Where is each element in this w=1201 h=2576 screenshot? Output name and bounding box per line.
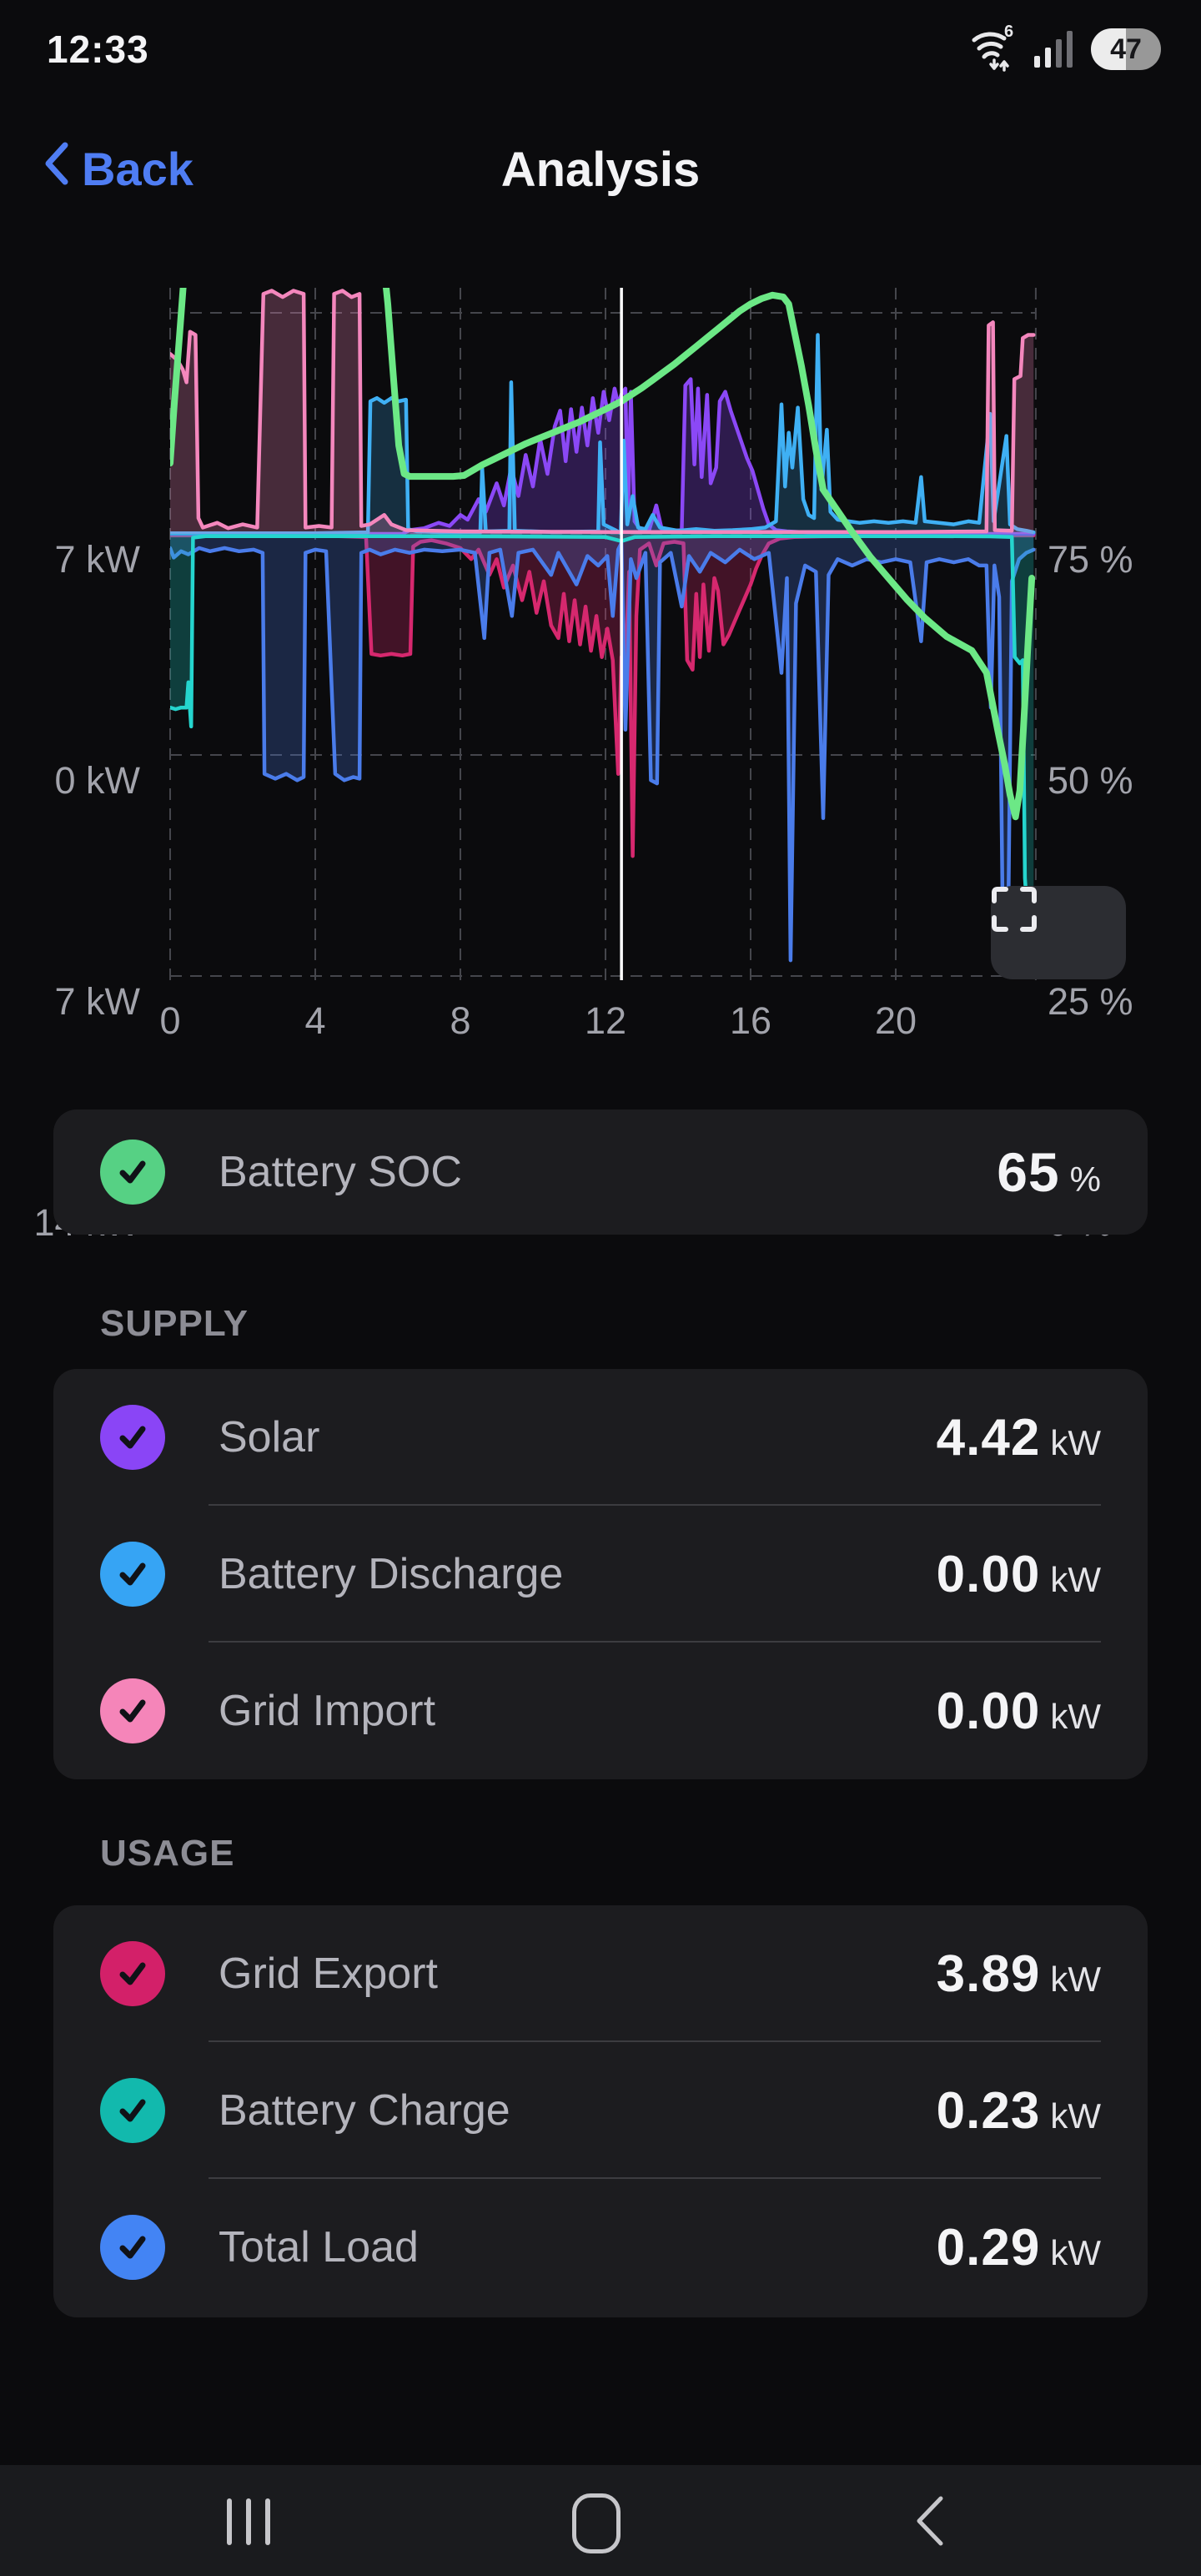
analysis-chart[interactable] — [0, 250, 1201, 1068]
row-value: 0.29 kW — [936, 2218, 1101, 2277]
check-circle-icon[interactable] — [100, 1941, 165, 2006]
x-tick: 12 — [584, 999, 627, 1042]
nav-back-button[interactable] — [911, 2495, 947, 2551]
divider — [209, 1641, 1101, 1643]
row-value: 3.89 kW — [936, 1945, 1101, 2003]
row-label: Grid Import — [219, 1687, 436, 1735]
back-button[interactable]: Back — [42, 140, 193, 198]
legend-row-battery-charge[interactable]: Battery Charge 0.23 kW — [53, 2042, 1148, 2179]
signal-strength-icon — [1031, 24, 1078, 75]
check-circle-icon[interactable] — [100, 1405, 165, 1470]
usage-card: Grid Export 3.89 kW Battery Charge 0.23 … — [53, 1905, 1148, 2317]
soc-card: Battery SOC 65 % — [53, 1109, 1148, 1235]
x-tick: 20 — [874, 999, 917, 1042]
legend-row-grid-import[interactable]: Grid Import 0.00 kW — [53, 1643, 1148, 1779]
row-value: 0.00 kW — [936, 1545, 1101, 1603]
row-label: Total Load — [219, 2223, 419, 2272]
row-label: Grid Export — [219, 1950, 438, 1998]
x-tick: 4 — [304, 999, 326, 1042]
divider — [209, 1504, 1101, 1506]
legend-row-battery-soc[interactable]: Battery SOC 65 % — [53, 1109, 1148, 1235]
status-clock: 12:33 — [47, 28, 149, 71]
check-circle-icon[interactable] — [100, 1542, 165, 1607]
row-value: 65 % — [997, 1141, 1101, 1203]
svg-text:6: 6 — [1004, 23, 1013, 41]
section-title-usage: USAGE — [100, 1833, 235, 1874]
back-label: Back — [82, 143, 193, 195]
section-title-supply: SUPPLY — [100, 1303, 249, 1344]
page-title: Analysis — [500, 143, 701, 197]
y-tick-pct: 75 % — [1048, 538, 1133, 581]
row-label: Solar — [219, 1413, 320, 1462]
recents-button[interactable] — [227, 2498, 270, 2545]
legend-row-battery-discharge[interactable]: Battery Discharge 0.00 kW — [53, 1506, 1148, 1643]
y-tick-pct: 25 % — [1048, 980, 1133, 1023]
x-tick: 8 — [450, 999, 471, 1042]
check-circle-icon[interactable] — [100, 1678, 165, 1743]
battery-indicator: 47 — [1091, 28, 1161, 70]
legend-row-total-load[interactable]: Total Load 0.29 kW — [53, 2179, 1148, 2316]
x-tick: 0 — [159, 999, 181, 1042]
navigation-bar — [0, 2465, 1201, 2576]
fullscreen-button[interactable] — [991, 886, 1126, 979]
divider — [209, 2040, 1101, 2042]
status-icons: 6 47 — [966, 22, 1161, 77]
legend-row-grid-export[interactable]: Grid Export 3.89 kW — [53, 1905, 1148, 2042]
y-tick-kw: 7 kW — [54, 538, 140, 581]
status-bar: 12:33 6 47 — [0, 0, 1201, 100]
legend-row-solar[interactable]: Solar 4.42 kW — [53, 1369, 1148, 1506]
wifi-6-icon: 6 — [966, 22, 1018, 78]
x-tick: 16 — [729, 999, 772, 1042]
row-value: 0.23 kW — [936, 2081, 1101, 2140]
y-tick-kw: 0 kW — [54, 759, 140, 802]
row-value: 0.00 kW — [936, 1682, 1101, 1740]
check-circle-icon[interactable] — [100, 1140, 165, 1205]
supply-card: Solar 4.42 kW Battery Discharge 0.00 kW … — [53, 1369, 1148, 1779]
home-button[interactable] — [572, 2493, 621, 2553]
header: Back Analysis — [0, 125, 1201, 234]
check-circle-icon[interactable] — [100, 2215, 165, 2280]
divider — [209, 2177, 1101, 2179]
check-circle-icon[interactable] — [100, 2078, 165, 2143]
row-value: 4.42 kW — [936, 1408, 1101, 1467]
y-tick-pct: 50 % — [1048, 759, 1133, 802]
row-label: Battery SOC — [219, 1148, 462, 1196]
chevron-left-icon — [42, 140, 70, 198]
row-label: Battery Discharge — [219, 1550, 564, 1598]
y-tick-kw: 7 kW — [54, 980, 140, 1023]
row-label: Battery Charge — [219, 2086, 510, 2135]
chart-block: 7 kW 0 kW 7 kW 14 kW 75 % 50 % 25 % 0 % … — [0, 250, 1201, 1244]
